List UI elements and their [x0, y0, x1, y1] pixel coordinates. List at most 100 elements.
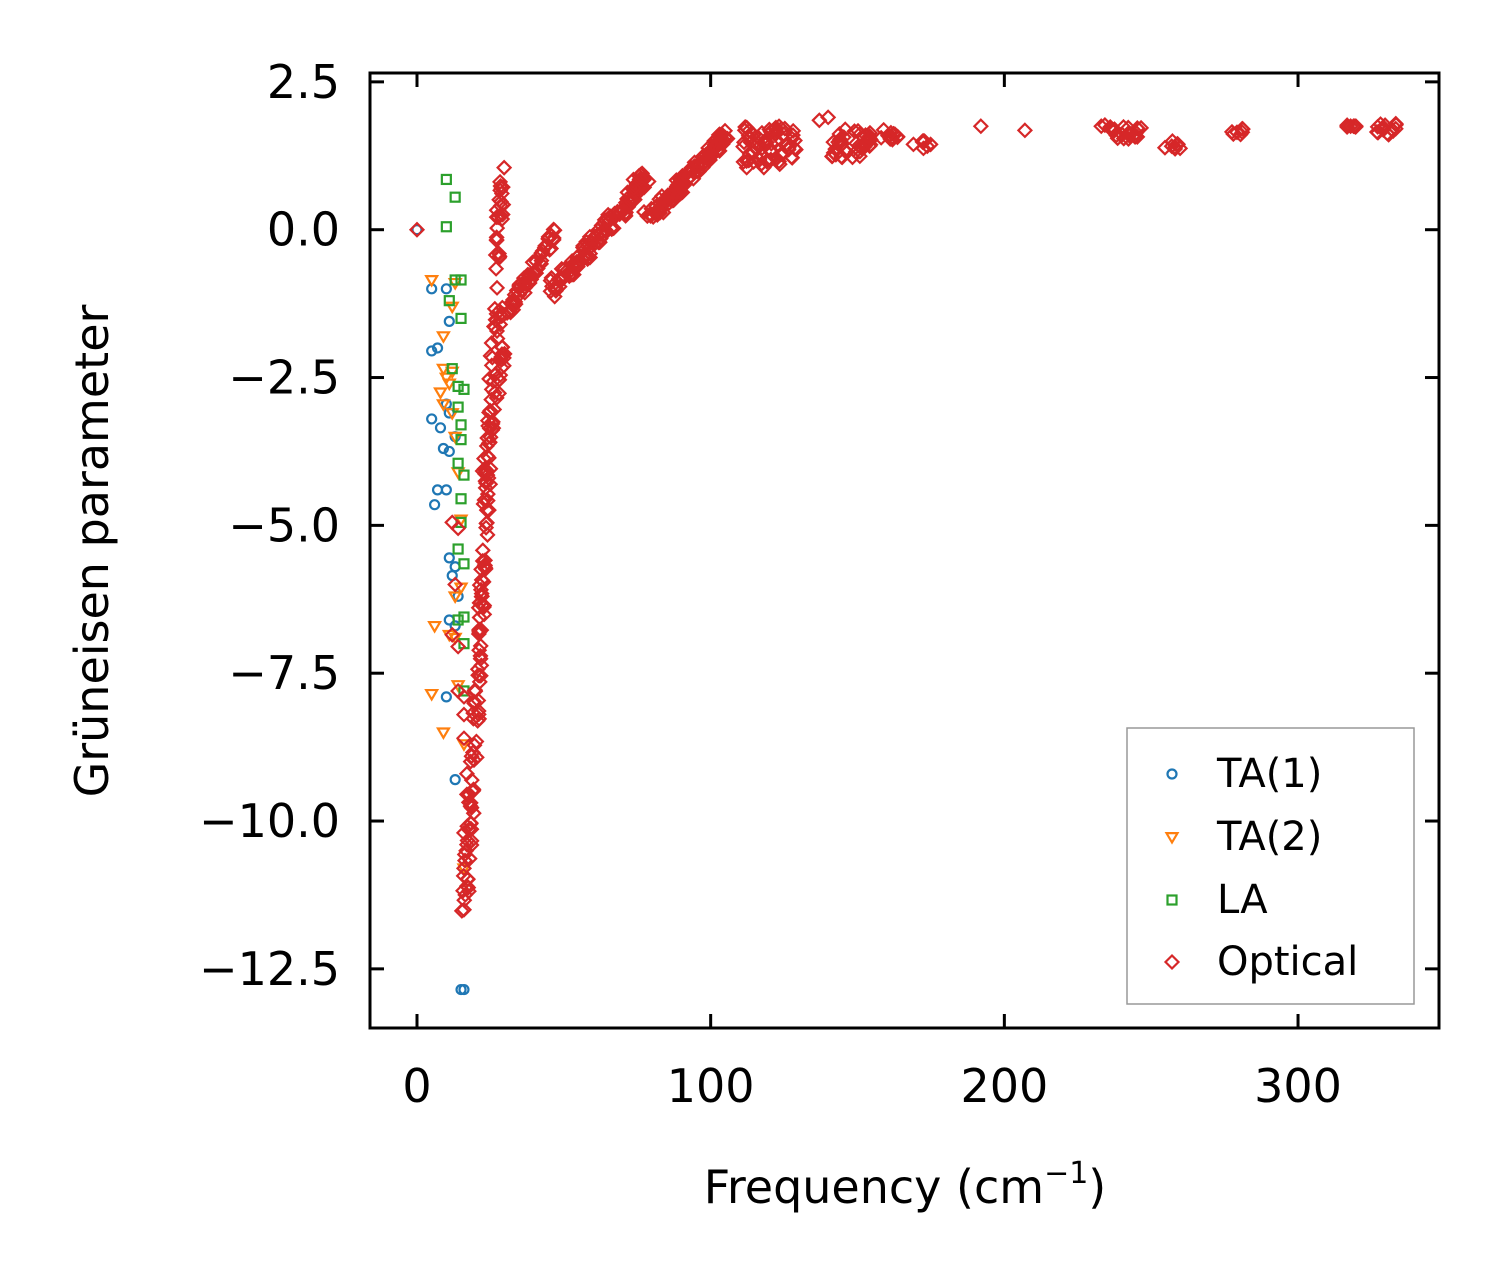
- data-point: [483, 334, 500, 352]
- data-point: [424, 275, 440, 288]
- data-point: [435, 399, 451, 412]
- data-point: [564, 252, 581, 270]
- data-point: [786, 140, 803, 157]
- data-point: [450, 520, 467, 537]
- data-point: [465, 752, 483, 769]
- data-point: [456, 852, 474, 869]
- data-point: [472, 647, 489, 664]
- data-point: [440, 283, 452, 295]
- data-point: [532, 247, 549, 264]
- data-point: [427, 620, 443, 634]
- data-point: [1121, 127, 1138, 144]
- legend-marker: [1163, 953, 1181, 971]
- data-point: [528, 253, 545, 270]
- data-point: [719, 130, 736, 147]
- data-point: [740, 152, 757, 169]
- data-point: [658, 191, 675, 208]
- data-point: [474, 542, 491, 559]
- data-point: [458, 983, 470, 996]
- data-point: [492, 316, 509, 333]
- data-point: [779, 136, 796, 153]
- data-point: [462, 815, 479, 832]
- data-point: [471, 624, 488, 641]
- data-point: [458, 611, 470, 623]
- data-point: [470, 599, 487, 616]
- data-point: [484, 415, 501, 432]
- data-point: [492, 207, 509, 224]
- data-point: [433, 387, 448, 400]
- data-point: [825, 144, 842, 161]
- data-point: [455, 434, 467, 446]
- data-point: [557, 263, 574, 280]
- data-point: [429, 499, 441, 511]
- data-point: [455, 419, 467, 431]
- legend: TA(1) TA(2) LA Optical: [1126, 727, 1415, 1005]
- data-point: [443, 445, 455, 458]
- x-tick-label: 100: [667, 1059, 755, 1113]
- data-point: [472, 637, 489, 654]
- legend-marker: [1166, 894, 1178, 906]
- data-point: [1234, 120, 1251, 137]
- data-point: [447, 632, 463, 646]
- data-point: [1228, 124, 1246, 141]
- data-point: [408, 221, 426, 238]
- data-point: [440, 484, 452, 496]
- data-point: [443, 295, 455, 307]
- data-point: [1127, 128, 1144, 145]
- data-point: [453, 514, 469, 528]
- data-point: [579, 250, 596, 268]
- data-point: [1379, 125, 1396, 142]
- data-point: [443, 315, 455, 327]
- data-point: [700, 139, 717, 157]
- data-point: [490, 385, 508, 402]
- data-point: [435, 363, 451, 377]
- data-point: [458, 765, 475, 782]
- data-point: [763, 135, 780, 152]
- data-point: [458, 383, 470, 395]
- data-point: [493, 351, 510, 369]
- legend-label-ta2: TA(2): [1216, 814, 1322, 860]
- data-point: [686, 157, 703, 175]
- data-point: [741, 130, 758, 147]
- data-point: [455, 860, 473, 877]
- data-point: [424, 688, 440, 702]
- data-point: [1339, 118, 1356, 135]
- data-point: [703, 147, 721, 164]
- data-point: [553, 269, 570, 286]
- data-point: [542, 240, 560, 257]
- data-point: [455, 824, 473, 841]
- data-point: [905, 136, 922, 153]
- data-point: [762, 123, 779, 140]
- data-point: [458, 469, 470, 481]
- legend-markers: [1163, 768, 1181, 971]
- data-point: [768, 123, 785, 140]
- data-point: [473, 588, 491, 605]
- data-point: [458, 878, 475, 895]
- data-point: [499, 304, 516, 321]
- y-tick-label: −10.0: [199, 794, 340, 848]
- data-point: [463, 748, 480, 765]
- legend-label-optical: Optical: [1217, 939, 1358, 985]
- data-point: [476, 460, 493, 477]
- data-point: [435, 727, 451, 741]
- data-point: [459, 818, 476, 835]
- data-point: [835, 129, 852, 146]
- data-point: [490, 245, 508, 262]
- data-point: [634, 165, 651, 182]
- data-point: [465, 705, 482, 722]
- data-point: [475, 450, 493, 467]
- x-tick-labels: 0 100 200 300: [402, 1059, 1342, 1113]
- data-point: [476, 557, 494, 574]
- data-point: [772, 146, 789, 163]
- data-point: [488, 229, 505, 246]
- data-point: [548, 280, 565, 297]
- series-la: [440, 173, 470, 697]
- legend-label-la: LA: [1217, 877, 1268, 923]
- data-point: [449, 274, 461, 286]
- data-point: [625, 179, 642, 197]
- data-point: [426, 345, 438, 357]
- data-point: [468, 733, 485, 750]
- axis-ticks: [370, 73, 1439, 1028]
